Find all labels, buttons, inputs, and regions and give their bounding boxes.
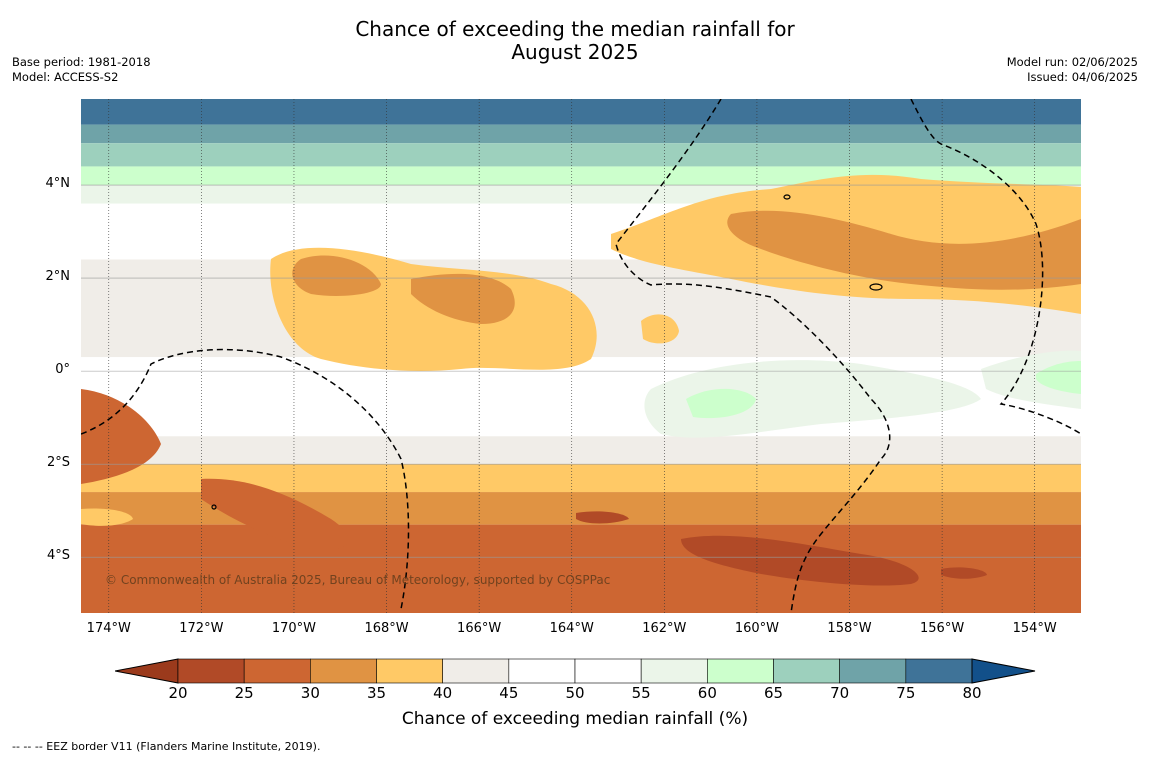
colorbar-cell-6: [574, 658, 642, 684]
blob-dark-orange-1: [292, 255, 381, 296]
colorbar-tick-label: 20: [168, 684, 188, 702]
island-marker-1: [783, 194, 791, 200]
model-name: Model: ACCESS-S2: [12, 70, 119, 84]
rainfall-band-11: [81, 524, 1081, 613]
colorbar-tick-label: 75: [896, 684, 916, 702]
colorbar-cell-11: [905, 658, 973, 684]
colorbar-tick-label: 55: [631, 684, 651, 702]
colorbar-high-extend: [971, 658, 1036, 684]
blob-dark-orange-2: [411, 273, 515, 324]
rainfall-band-8: [81, 436, 1081, 465]
colorbar-cell-9: [773, 658, 840, 684]
blob-brown-s2: [381, 552, 451, 591]
lon-tick-label: 174°W: [86, 621, 131, 636]
colorbar-tick-label: 35: [366, 684, 387, 702]
blob-orange-small: [641, 314, 679, 344]
lat-tick-label: 4°S: [46, 548, 70, 564]
lon-tick-label: 170°W: [271, 621, 317, 636]
colorbar-tick-label: 40: [433, 684, 453, 702]
eez-line-3: [910, 99, 1081, 435]
blob-green-light: [644, 360, 981, 438]
lon-tick-label: 162°W: [642, 621, 687, 636]
meta-right: Model run: 02/06/2025 Issued: 04/06/2025: [1007, 55, 1138, 85]
colorbar-low-extend: [115, 658, 179, 684]
colorbar-cell-2: [310, 658, 377, 684]
colorbar-cell-4: [442, 658, 510, 684]
colorbar-cell-8: [707, 658, 774, 684]
issued-date: Issued: 04/06/2025: [1027, 70, 1138, 84]
colorbar-tick-label: 65: [763, 684, 784, 702]
eez-line-1: [81, 348, 410, 610]
blob-brown-s1: [201, 478, 349, 550]
colorbar-cell-3: [376, 658, 443, 684]
rainfall-band-0: [81, 99, 1081, 125]
colorbar-cell-7: [640, 658, 708, 684]
blob-green: [686, 388, 756, 419]
footnote: -- -- -- EEZ border V11 (Flanders Marine…: [12, 740, 321, 753]
lon-tick-label: 168°W: [364, 621, 409, 636]
blob-darkest-tiny: [941, 567, 987, 579]
graticule: [81, 99, 1081, 613]
colorbar-cell-0: [177, 658, 245, 684]
lon-tick-label: 172°W: [179, 621, 224, 636]
eez-line-2: [615, 99, 891, 613]
blob-darkest-se: [681, 535, 919, 586]
colorbar-label: Chance of exceeding median rainfall (%): [401, 709, 749, 729]
rainfall-band-1: [81, 124, 1081, 144]
title-line-2: August 2025: [511, 40, 639, 64]
island-marker-2: [869, 283, 883, 291]
colorbar-tick-label: 50: [565, 684, 585, 702]
title-line-1: Chance of exceeding the median rainfall …: [355, 17, 795, 41]
rainfall-band-2: [81, 143, 1081, 167]
blob-green-east-2: [1036, 361, 1081, 394]
lon-tick-label: 160°W: [734, 621, 779, 636]
colorbar-cell-10: [839, 658, 907, 684]
lon-tick-label: 164°W: [549, 621, 594, 636]
meta-left: Base period: 1981-2018 Model: ACCESS-S2: [12, 55, 151, 85]
blob-orange-sw: [81, 508, 133, 526]
lon-tick-label: 166°W: [457, 621, 502, 636]
colorbar-tick-label: 25: [234, 684, 254, 702]
colorbar-tick-label: 45: [499, 684, 519, 702]
colorbar-tick-label: 30: [300, 684, 320, 702]
island-marker-3: [211, 504, 217, 510]
lat-tick-label: 2°N: [45, 269, 71, 285]
eez-border: [81, 99, 1081, 613]
colorbar: [115, 658, 1036, 684]
lon-tick-label: 154°W: [1012, 621, 1057, 636]
colorbar-cell-1: [243, 658, 311, 684]
blob-darkest-small: [576, 511, 629, 524]
blob-brown-sw: [81, 389, 161, 484]
lon-tick-label: 156°W: [920, 621, 965, 636]
colorbar-tick-label: 60: [697, 684, 717, 702]
map-title: Chance of exceeding the median rainfall …: [0, 18, 1150, 64]
rainfall-map: © Commonwealth of Australia 2025, Bureau…: [81, 99, 1081, 613]
anomaly-blobs: [81, 174, 1081, 591]
colorbar-tick-label: 70: [830, 684, 850, 702]
colorbar-cell-5: [508, 658, 576, 684]
blob-dark-orange-ne: [727, 210, 1081, 290]
base-period: Base period: 1981-2018: [12, 55, 151, 69]
copyright-notice: © Commonwealth of Australia 2025, Bureau…: [105, 573, 610, 587]
colorbar-tick-label: 80: [962, 684, 982, 702]
lat-tick-label: 4°N: [45, 176, 71, 192]
island-markers: [211, 194, 883, 510]
lat-tick-label: 0°: [55, 362, 70, 378]
lat-tick-label: 2°S: [46, 455, 70, 471]
lon-tick-label: 158°W: [827, 621, 872, 636]
model-run: Model run: 02/06/2025: [1006, 55, 1138, 69]
